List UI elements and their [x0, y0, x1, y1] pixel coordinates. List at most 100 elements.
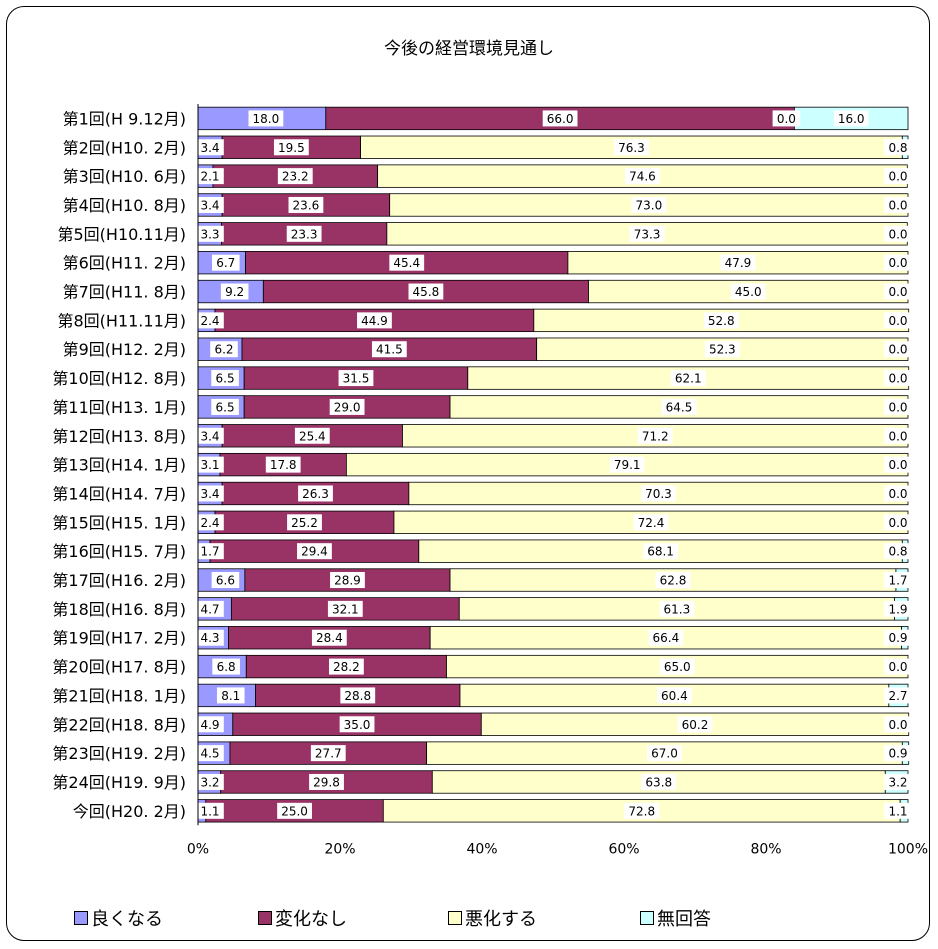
data-label: 0.0 — [888, 516, 907, 530]
data-label-bg — [884, 773, 912, 790]
data-label: 0.8 — [888, 545, 907, 559]
bars: 18.0 66.0 0.0 16.0 3.4 19.5 76.3 0.8 2.1 23.2 74.6… — [196, 106, 912, 823]
data-label-bg — [677, 716, 713, 733]
data-label-bg — [884, 514, 912, 531]
data-label: 3.4 — [200, 487, 219, 501]
data-label: 16.0 — [838, 112, 865, 126]
data-label-bg — [297, 543, 332, 560]
data-label: 66.0 — [547, 112, 574, 126]
data-label: 2.4 — [200, 516, 219, 530]
data-label-bg — [884, 139, 912, 156]
data-label: 66.4 — [653, 631, 680, 645]
data-label-bg — [884, 802, 912, 819]
data-label-bg — [624, 802, 660, 819]
data-label-bg — [704, 341, 740, 358]
data-label: 32.1 — [332, 602, 359, 616]
data-label: 65.0 — [664, 660, 691, 674]
data-label-bg — [277, 802, 312, 819]
data-label-bg — [647, 745, 682, 762]
category-label: 第7回(H11. 8月) — [63, 283, 186, 302]
data-label: 26.3 — [302, 487, 329, 501]
data-label-bg — [371, 341, 407, 358]
data-label-bg — [196, 629, 224, 646]
category-label: 第17回(H16. 2月) — [52, 571, 186, 590]
legend-label: 無回答 — [657, 909, 711, 930]
data-label-bg — [884, 543, 912, 560]
data-label-bg — [655, 572, 691, 589]
category-label: 第8回(H11.11月) — [57, 311, 186, 330]
data-label: 60.2 — [682, 718, 709, 732]
data-label: 72.4 — [638, 516, 665, 530]
data-label: 28.4 — [316, 631, 343, 645]
data-label-bg — [614, 139, 649, 156]
data-label: 28.2 — [333, 660, 360, 674]
data-label: 41.5 — [376, 343, 403, 357]
data-label-bg — [648, 629, 684, 646]
data-label-bg — [196, 225, 224, 242]
data-label: 0.0 — [888, 660, 907, 674]
data-label-bg — [641, 485, 676, 502]
data-label: 23.6 — [293, 198, 320, 212]
data-label: 3.4 — [200, 141, 219, 155]
data-label: 23.3 — [291, 227, 318, 241]
data-label: 19.5 — [278, 141, 305, 155]
data-label: 6.8 — [217, 660, 236, 674]
data-label: 8.1 — [221, 689, 240, 703]
category-label: 第21回(H18. 1月) — [52, 686, 186, 705]
data-label-bg — [338, 370, 374, 387]
category-label: 第9回(H12. 2月) — [63, 340, 186, 359]
data-label: 0.0 — [888, 372, 907, 386]
data-label: 79.1 — [614, 458, 641, 472]
x-tick-label: 80% — [750, 841, 781, 857]
category-label: 第20回(H17. 8月) — [52, 658, 186, 677]
data-label-bg — [211, 254, 240, 271]
data-label: 35.0 — [344, 718, 371, 732]
data-label: 0.0 — [888, 400, 907, 414]
data-label-bg — [196, 312, 224, 329]
category-label: 第1回(H 9.12月) — [63, 109, 186, 128]
data-label-bg — [340, 687, 376, 704]
data-label: 64.5 — [666, 400, 693, 414]
data-label-bg — [196, 745, 224, 762]
data-label-bg — [277, 168, 313, 185]
data-label-bg — [637, 427, 673, 444]
data-label: 2.4 — [200, 314, 219, 328]
data-label: 18.0 — [253, 112, 280, 126]
data-label-bg — [248, 110, 284, 127]
data-label-bg — [309, 773, 344, 790]
legend-swatch — [448, 911, 462, 925]
data-label: 4.3 — [200, 631, 219, 645]
data-label: 3.4 — [200, 198, 219, 212]
data-label-bg — [884, 629, 912, 646]
data-label-bg — [884, 427, 912, 444]
data-label: 68.1 — [647, 545, 674, 559]
data-label-bg — [211, 398, 239, 415]
data-label: 6.5 — [216, 400, 235, 414]
data-label: 0.0 — [888, 458, 907, 472]
legend-item-akkasuru: 悪化する — [448, 905, 537, 931]
data-label-bg — [884, 716, 912, 733]
data-label-bg — [641, 773, 677, 790]
legend-item-mukaito: 無回答 — [640, 905, 711, 931]
data-label-bg — [661, 398, 697, 415]
data-label: 6.5 — [216, 372, 235, 386]
data-label-bg — [310, 745, 346, 762]
category-label: 第15回(H15. 1月) — [52, 513, 186, 532]
data-label-bg — [196, 139, 224, 156]
category-label: 第12回(H13. 8月) — [52, 427, 186, 446]
x-tick-label: 40% — [466, 841, 497, 857]
data-label: 2.1 — [200, 170, 219, 184]
data-label-bg — [216, 687, 245, 704]
data-label-bg — [408, 283, 444, 300]
data-label-bg — [884, 687, 912, 704]
data-label-bg — [670, 370, 706, 387]
category-label: 第13回(H14. 1月) — [52, 456, 186, 475]
data-label-bg — [884, 370, 912, 387]
data-label-bg — [643, 543, 678, 560]
data-label-bg — [884, 225, 912, 242]
data-label-bg — [884, 745, 912, 762]
category-label: 第3回(H10. 6月) — [63, 167, 186, 186]
data-label-bg — [339, 716, 375, 733]
data-label: 0.0 — [888, 285, 907, 299]
legend-label: 変化なし — [275, 909, 347, 930]
